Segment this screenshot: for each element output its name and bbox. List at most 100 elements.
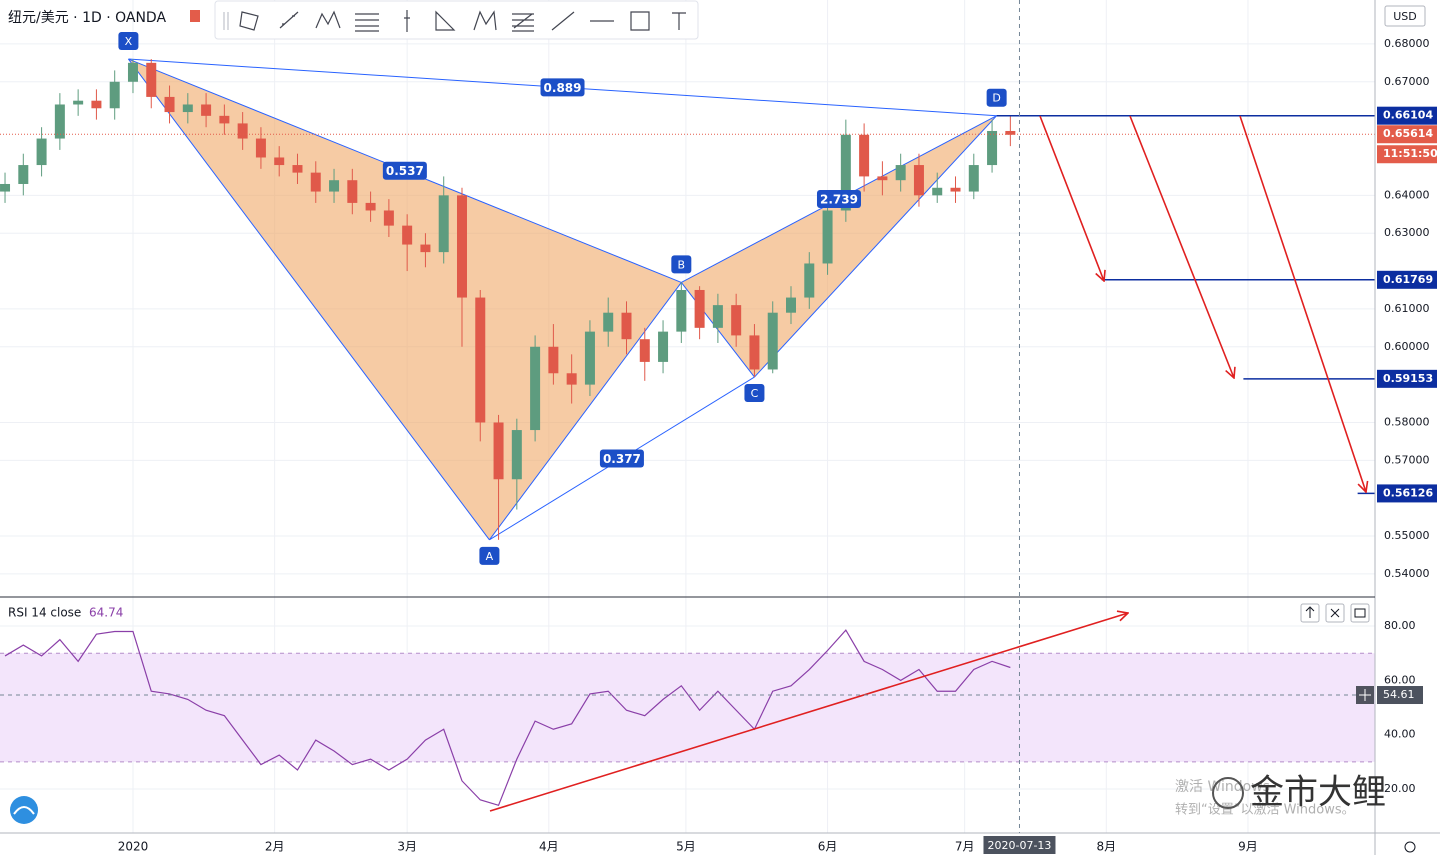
candle-body <box>511 430 522 480</box>
level-badge <box>1377 369 1437 388</box>
candle-body <box>1005 130 1016 135</box>
candle-body <box>109 81 120 109</box>
pattern-line <box>754 115 998 378</box>
point-badge <box>479 546 500 565</box>
candle-body <box>987 130 998 166</box>
level-label: 0.61769 <box>1383 273 1433 286</box>
tool-button[interactable] <box>355 13 379 32</box>
candle-body <box>438 195 449 253</box>
x-tick-label: 8月 <box>1096 840 1116 854</box>
candle-body <box>219 115 230 124</box>
grid <box>0 0 1375 833</box>
candle-body <box>676 289 687 332</box>
pane-button-icons <box>1305 606 1366 618</box>
candle-body <box>895 165 906 181</box>
y-tick-label: 80.00 <box>1384 619 1416 632</box>
candle-body <box>365 202 376 211</box>
candle-body <box>584 331 595 385</box>
tool-button[interactable] <box>551 11 575 31</box>
ratio-label: 0.377 <box>603 452 641 466</box>
y-tick-label: 0.61000 <box>1384 302 1430 315</box>
candle-body <box>639 339 650 362</box>
point-label: D <box>992 92 1000 105</box>
point-badge <box>671 255 692 274</box>
candle-body <box>347 180 358 203</box>
point-badge <box>744 384 765 403</box>
crosshair-value-badge <box>1377 686 1423 705</box>
x-tick-label: 2月 <box>265 840 285 854</box>
candle-body <box>603 312 614 332</box>
current-price-label: 0.65614 <box>1383 127 1433 140</box>
candle-body <box>694 289 705 328</box>
point-label: C <box>751 387 759 400</box>
candle-body <box>859 134 870 177</box>
candle-body <box>54 104 65 139</box>
countdown-badge <box>1377 145 1437 164</box>
tool-button[interactable] <box>279 11 299 29</box>
candle-body <box>950 187 961 192</box>
candle-body <box>712 305 723 328</box>
y-tick-label: 60.00 <box>1384 673 1416 686</box>
pane-button[interactable] <box>1350 603 1370 623</box>
plot <box>0 58 1375 807</box>
tool-button[interactable] <box>404 10 410 32</box>
rsi-last-value: 64.74 <box>89 606 123 620</box>
candle-body <box>530 346 541 431</box>
tool-button[interactable] <box>435 10 456 31</box>
tool-button[interactable] <box>239 11 259 31</box>
flag-icon[interactable] <box>190 10 200 22</box>
settings-button[interactable] <box>1404 841 1416 853</box>
rsi-trendline <box>489 613 1128 812</box>
candle-body <box>786 297 797 313</box>
candle-body <box>0 183 11 192</box>
y-tick-label: 40.00 <box>1384 728 1416 741</box>
x-tick-label: 月 <box>0 840 2 854</box>
candle-body <box>127 62 138 82</box>
y-tick-label: 0.55000 <box>1384 529 1430 542</box>
candle-body <box>566 373 577 385</box>
tool-button[interactable] <box>315 10 341 29</box>
y-tick-label: 0.58000 <box>1384 415 1430 428</box>
pattern-fill <box>681 115 997 378</box>
crosshair-date-badge <box>983 836 1056 854</box>
tool-button[interactable] <box>672 12 686 30</box>
tool-button[interactable] <box>473 10 497 31</box>
y-tick-label: 0.67000 <box>1384 75 1430 88</box>
y-tick-label: 0.57000 <box>1384 453 1430 466</box>
candle-body <box>621 312 632 340</box>
plus-icon <box>1359 689 1371 701</box>
x-tick-label: 3月 <box>397 840 417 854</box>
candle-body <box>804 263 815 298</box>
candle-body <box>91 100 102 109</box>
x-tick-label: 2020 <box>118 840 149 854</box>
candle-body <box>877 176 888 181</box>
candle-body <box>822 210 833 264</box>
crosshair-date: 2020-07-13 <box>988 839 1052 852</box>
rsi-title: RSI 14 close <box>8 606 81 620</box>
pattern-line <box>489 282 682 541</box>
candle-body <box>420 244 431 253</box>
candle-body <box>146 62 157 97</box>
pane-buttons <box>1300 603 1370 623</box>
y-tick-label: 20.00 <box>1384 782 1416 795</box>
level-badge <box>1377 484 1437 503</box>
ratio-label: 2.739 <box>820 193 858 207</box>
candle-body <box>475 297 486 423</box>
currency-box[interactable] <box>1384 5 1426 27</box>
candle-body <box>237 123 248 139</box>
candle-body <box>274 157 285 166</box>
tool-button[interactable] <box>630 11 650 31</box>
logo[interactable] <box>10 796 38 824</box>
pattern-fill <box>128 59 682 540</box>
candle-body <box>164 96 175 113</box>
candle-body <box>932 187 943 196</box>
candle-body <box>749 335 760 370</box>
candle-body <box>73 100 84 105</box>
y-tick-label: 0.63000 <box>1384 226 1430 239</box>
tool-button[interactable] <box>512 13 534 32</box>
drag-handle[interactable] <box>223 12 229 30</box>
ratio-label: 0.889 <box>544 81 582 95</box>
